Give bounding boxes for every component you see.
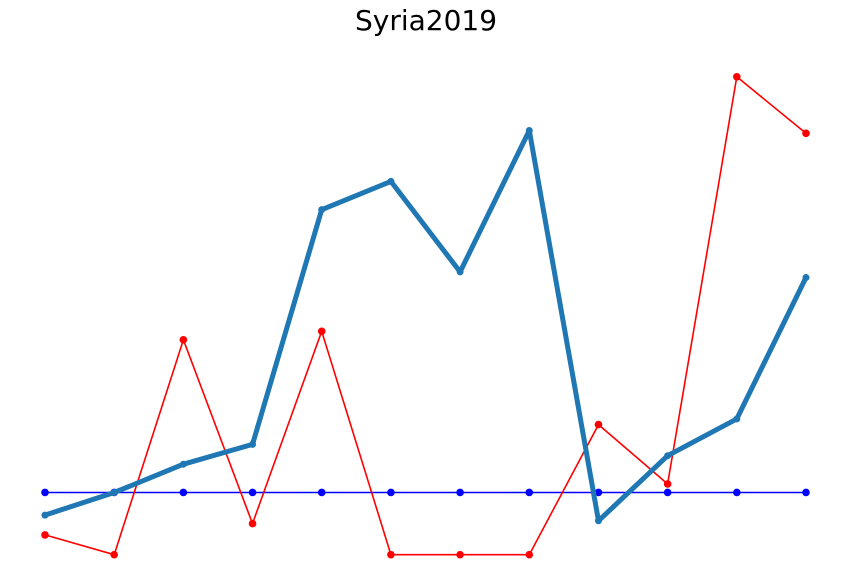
- series-0: [41, 126, 810, 525]
- series-2-point: [248, 488, 257, 497]
- series-2-point: [317, 488, 326, 497]
- series-1-point: [179, 335, 188, 344]
- series-0-point: [41, 511, 49, 519]
- series-1-point: [663, 480, 672, 488]
- series-1-point: [802, 129, 810, 138]
- series-1-point: [387, 550, 395, 559]
- series-2: [41, 488, 810, 497]
- series-0-point: [456, 268, 464, 276]
- series-1-point: [110, 550, 118, 559]
- series-2-point: [179, 488, 188, 497]
- series-0-point: [594, 517, 602, 525]
- series-1-point: [456, 550, 464, 559]
- series-2-point: [802, 488, 810, 497]
- series-0-point: [733, 415, 741, 423]
- series-0-point: [318, 206, 326, 214]
- series-2-point: [733, 488, 741, 497]
- series-0-point: [525, 126, 533, 134]
- series-0-line: [44, 128, 809, 524]
- series-2-point: [41, 488, 49, 497]
- series-2-point: [663, 488, 672, 497]
- series-0-point: [179, 460, 187, 468]
- series-1-point: [733, 72, 741, 81]
- series-1-point: [525, 550, 534, 559]
- series-layer: [41, 72, 810, 559]
- chart-title: Syria2019: [355, 4, 497, 37]
- series-1-point: [317, 327, 326, 336]
- series-0-point: [249, 440, 257, 448]
- series-1-point: [594, 420, 603, 429]
- series-1-point: [41, 531, 49, 539]
- series-1: [41, 72, 810, 559]
- series-2-point: [387, 488, 395, 497]
- series-0-point: [802, 274, 810, 282]
- series-2-point: [594, 488, 603, 497]
- series-2-point: [456, 488, 464, 497]
- series-1-line: [44, 76, 807, 556]
- series-0-point: [387, 177, 395, 185]
- series-1-point: [248, 519, 257, 528]
- series-0-point: [110, 488, 118, 496]
- series-2-point: [525, 488, 534, 497]
- series-0-point: [664, 452, 672, 460]
